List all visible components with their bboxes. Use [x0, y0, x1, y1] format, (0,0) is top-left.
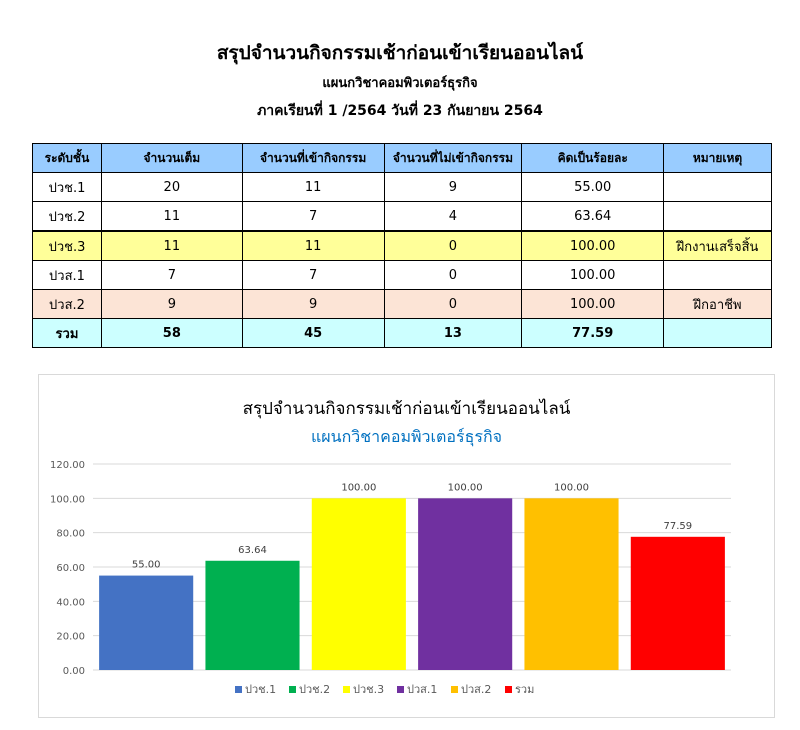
table-cell: 63.64: [521, 201, 665, 232]
data-label: 55.00: [132, 560, 161, 571]
table-cell: 11: [100, 230, 243, 261]
table-cell: 13: [383, 318, 523, 348]
table-cell: ปวช.2: [32, 201, 102, 232]
y-tick-label: 100.00: [50, 494, 85, 505]
summary-table: ระดับชั้น จำนวนเต็ม จำนวนที่เข้ากิจกรรม จำน…: [32, 143, 772, 348]
table-row: ปวช.1 20 11 9 55.00: [32, 172, 772, 202]
table-cell: 20: [100, 172, 243, 202]
table-cell: 100.00: [521, 289, 665, 319]
page-title: สรุปจำนวนกิจกรรมเช้าก่อนเข้าเรียนออนไลน์: [216, 42, 584, 64]
data-label: 63.64: [238, 545, 267, 556]
legend-swatch: [397, 686, 404, 693]
bar: [99, 575, 194, 670]
column-header: จำนวนเต็ม: [100, 143, 243, 173]
table-cell: ปวช.1: [32, 172, 102, 202]
chart-panel: สรุปจำนวนกิจกรรมเช้าก่อนเข้าเรียนออนไลน์…: [38, 374, 775, 718]
term-subtitle: ภาคเรียนที่ 1 /2564 วันที่ 23 กันยายน 25…: [257, 103, 543, 119]
table-cell: 100.00: [521, 230, 665, 261]
table-cell: [663, 201, 772, 232]
column-header: หมายเหตุ: [663, 143, 772, 173]
column-header: จำนวนที่เข้ากิจกรรม: [241, 143, 385, 173]
legend-label: ปวช.3: [353, 683, 384, 696]
legend-label: ปวช.1: [245, 683, 276, 696]
table-cell: 11: [100, 201, 243, 232]
legend-swatch: [235, 686, 242, 693]
table-cell: 45: [241, 318, 385, 348]
table-row: ปวส.2 9 9 0 100.00 ฝึกอาชีพ: [32, 289, 772, 319]
table-cell: 58: [100, 318, 243, 348]
y-tick-label: 80.00: [56, 529, 85, 540]
total-row: รวม 58 45 13 77.59: [32, 318, 772, 348]
table-cell: 9: [241, 289, 385, 319]
table-cell: 7: [241, 201, 385, 232]
table-cell: 9: [100, 289, 243, 319]
data-label: 77.59: [664, 521, 693, 532]
table-cell: 77.59: [521, 318, 665, 348]
table-cell: 11: [241, 230, 385, 261]
data-label: 100.00: [554, 482, 589, 493]
bar: [418, 498, 513, 670]
table-cell: 11: [241, 172, 385, 202]
chart-subtitle: แผนกวิชาคอมพิวเตอร์ธุรกิจ: [310, 427, 502, 446]
y-tick-label: 40.00: [56, 597, 85, 608]
department-subtitle: แผนกวิชาคอมพิวเตอร์ธุรกิจ: [322, 76, 478, 91]
column-header: จำนวนที่ไม่เข้ากิจกรรม: [383, 143, 523, 173]
column-header: คิดเป็นร้อยละ: [521, 143, 665, 173]
table-cell: 0: [383, 260, 523, 290]
table-cell: 7: [241, 260, 385, 290]
legend-swatch: [505, 686, 512, 693]
table-cell: รวม: [32, 318, 102, 348]
table-cell: [663, 260, 772, 290]
legend-label: ปวส.1: [407, 683, 437, 696]
table-cell: 4: [383, 201, 523, 232]
table-row: ปวส.1 7 7 0 100.00: [32, 260, 772, 290]
table-cell: ปวส.2: [32, 289, 102, 319]
legend-label: ปวส.2: [461, 683, 491, 696]
y-tick-label: 120.00: [50, 460, 85, 471]
data-label: 100.00: [448, 482, 483, 493]
table-cell: [663, 172, 772, 202]
bar: [630, 536, 725, 670]
legend-label: ปวช.2: [299, 683, 330, 696]
table-cell: 0: [383, 289, 523, 319]
table-cell: ปวส.1: [32, 260, 102, 290]
y-tick-label: 20.00: [56, 632, 85, 643]
bar-chart: 0.00 20.00 40.00 60.00 80.00 100.00 120.00 55.0…: [50, 460, 731, 696]
table-cell: ฝึกอาชีพ: [663, 289, 772, 319]
y-tick-label: 0.00: [63, 666, 85, 677]
table-cell: 55.00: [521, 172, 665, 202]
y-tick-label: 60.00: [56, 563, 85, 574]
bar: [524, 498, 619, 670]
table-cell: [663, 318, 772, 348]
data-label: 100.00: [341, 482, 376, 493]
table-cell: 9: [383, 172, 523, 202]
table-row: ปวช.3 11 11 0 100.00 ฝึกงานเสร็จสิ้น: [32, 230, 772, 261]
bar: [311, 498, 406, 670]
bar: [205, 560, 300, 670]
table-cell: 0: [383, 230, 523, 261]
table-cell: 7: [100, 260, 243, 290]
table-cell: ฝึกงานเสร็จสิ้น: [663, 230, 772, 261]
legend-swatch: [343, 686, 350, 693]
legend-label: รวม: [515, 683, 534, 696]
chart-title: สรุปจำนวนกิจกรรมเช้าก่อนเข้าเรียนออนไลน์: [242, 399, 571, 419]
table-cell: 100.00: [521, 260, 665, 290]
table-cell: ปวช.3: [32, 230, 102, 261]
legend-swatch: [289, 686, 296, 693]
legend-swatch: [451, 686, 458, 693]
table-row: ปวช.2 11 7 4 63.64: [32, 201, 772, 232]
column-header: ระดับชั้น: [32, 143, 102, 173]
